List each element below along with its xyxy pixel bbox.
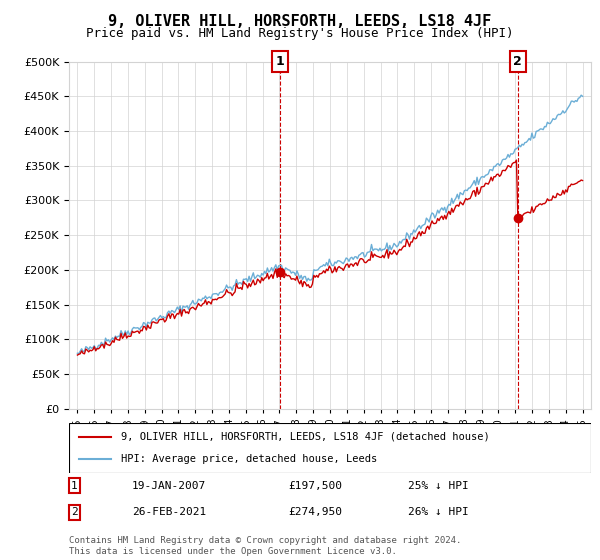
Text: 2: 2: [514, 55, 522, 68]
Text: 25% ↓ HPI: 25% ↓ HPI: [409, 480, 469, 491]
Text: Contains HM Land Registry data © Crown copyright and database right 2024.
This d: Contains HM Land Registry data © Crown c…: [69, 536, 461, 556]
Text: 1: 1: [71, 480, 77, 491]
FancyBboxPatch shape: [69, 423, 591, 473]
Text: 26-FEB-2021: 26-FEB-2021: [131, 507, 206, 517]
Text: 9, OLIVER HILL, HORSFORTH, LEEDS, LS18 4JF: 9, OLIVER HILL, HORSFORTH, LEEDS, LS18 4…: [109, 14, 491, 29]
Text: 26% ↓ HPI: 26% ↓ HPI: [409, 507, 469, 517]
Text: £274,950: £274,950: [288, 507, 342, 517]
Text: Price paid vs. HM Land Registry's House Price Index (HPI): Price paid vs. HM Land Registry's House …: [86, 27, 514, 40]
Text: HPI: Average price, detached house, Leeds: HPI: Average price, detached house, Leed…: [121, 454, 377, 464]
Text: £197,500: £197,500: [288, 480, 342, 491]
Text: 2: 2: [71, 507, 77, 517]
Text: 9, OLIVER HILL, HORSFORTH, LEEDS, LS18 4JF (detached house): 9, OLIVER HILL, HORSFORTH, LEEDS, LS18 4…: [121, 432, 490, 442]
Text: 1: 1: [276, 55, 285, 68]
Text: 19-JAN-2007: 19-JAN-2007: [131, 480, 206, 491]
